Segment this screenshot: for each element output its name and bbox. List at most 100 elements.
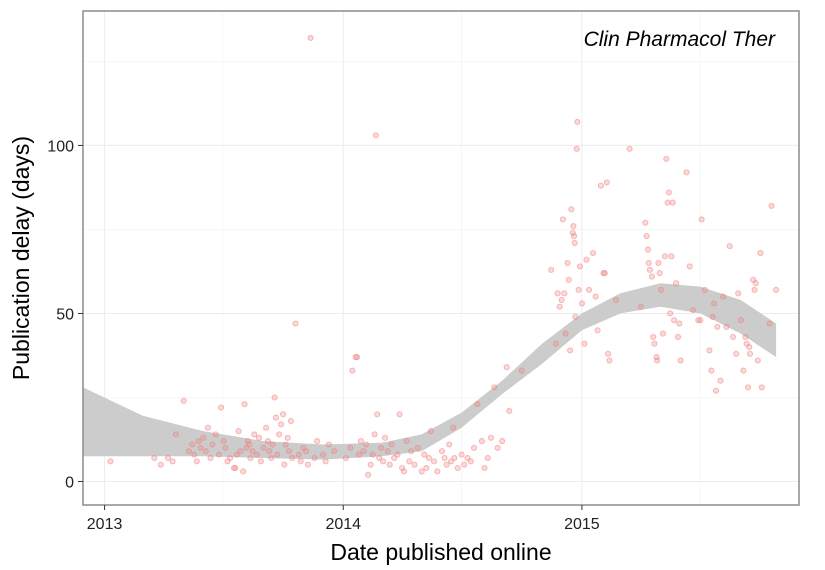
- data-point: [673, 280, 680, 287]
- data-point: [414, 444, 421, 451]
- data-point: [737, 317, 744, 324]
- data-point: [487, 434, 495, 441]
- data-point: [569, 229, 576, 236]
- data-point: [589, 249, 597, 257]
- data-point: [322, 458, 329, 465]
- data-point: [357, 438, 364, 445]
- data-point: [586, 286, 593, 293]
- data-point: [601, 270, 608, 277]
- data-point: [642, 219, 649, 226]
- data-point: [314, 438, 321, 445]
- data-point: [367, 461, 374, 468]
- data-point: [552, 340, 559, 347]
- data-point: [272, 414, 279, 421]
- data-point: [664, 199, 671, 206]
- data-point: [406, 458, 413, 465]
- data-point: [446, 441, 453, 448]
- data-point: [292, 320, 299, 327]
- data-point: [661, 253, 669, 260]
- data-point: [677, 357, 684, 364]
- data-point: [278, 421, 285, 428]
- data-point: [674, 333, 682, 341]
- data-point: [355, 451, 362, 458]
- data-point: [200, 434, 207, 441]
- data-point: [240, 468, 247, 475]
- x-tick-label: 2014: [325, 516, 361, 533]
- data-point: [282, 441, 289, 448]
- data-point: [237, 448, 244, 455]
- data-point: [195, 438, 202, 445]
- data-point: [644, 246, 652, 253]
- data-point: [572, 313, 579, 320]
- data-point: [574, 118, 581, 125]
- data-point: [773, 286, 780, 293]
- data-point: [654, 357, 661, 364]
- x-axis-ticks: 2013 2014 2015: [87, 505, 600, 533]
- data-point: [172, 431, 179, 438]
- data-point: [164, 454, 172, 462]
- data-point: [594, 327, 601, 334]
- data-point: [503, 364, 510, 371]
- y-axis-title: Publication delay (days): [8, 136, 34, 380]
- panel-title: Clin Pharmacol Ther: [584, 28, 776, 51]
- data-point: [758, 384, 765, 391]
- data-point: [567, 347, 574, 354]
- x-axis-title: Date published online: [330, 539, 551, 565]
- data-point: [295, 451, 302, 458]
- data-point: [319, 451, 327, 458]
- data-point: [382, 434, 389, 441]
- data-point: [394, 451, 401, 458]
- data-point: [369, 451, 376, 458]
- data-point: [561, 290, 568, 297]
- minor-gridlines: [83, 11, 799, 505]
- data-point: [281, 461, 288, 468]
- data-point: [766, 320, 773, 327]
- data-point: [637, 303, 644, 310]
- data-point: [735, 290, 742, 297]
- data-point: [353, 354, 361, 361]
- plot-panel: [83, 11, 799, 505]
- x-tick-label: 2013: [87, 516, 123, 533]
- data-point: [401, 468, 408, 475]
- data-point: [253, 451, 260, 458]
- data-point: [568, 206, 575, 213]
- data-point: [484, 454, 491, 462]
- data-point: [217, 404, 225, 411]
- data-point: [706, 347, 713, 354]
- data-point: [650, 333, 657, 341]
- data-point: [386, 461, 393, 468]
- data-point: [212, 431, 219, 438]
- data-point: [202, 448, 209, 455]
- data-point: [754, 357, 761, 364]
- data-point: [284, 434, 291, 441]
- data-point: [325, 441, 332, 448]
- data-point: [423, 464, 430, 472]
- data-point: [592, 293, 599, 300]
- data-point: [197, 444, 204, 451]
- data-point: [565, 276, 572, 283]
- data-point: [285, 448, 293, 455]
- data-point: [287, 417, 294, 425]
- data-point: [151, 454, 158, 462]
- data-point: [360, 448, 367, 455]
- data-point: [605, 350, 612, 357]
- data-point: [626, 145, 633, 152]
- data-point: [612, 296, 619, 304]
- data-point: [251, 431, 258, 438]
- data-point: [458, 451, 465, 458]
- data-point: [499, 438, 506, 445]
- data-point: [710, 300, 718, 307]
- data-point: [297, 458, 304, 465]
- data-point: [474, 401, 481, 408]
- data-point: [570, 223, 577, 230]
- data-point: [690, 307, 697, 314]
- data-point: [709, 313, 716, 320]
- data-point: [280, 411, 287, 418]
- data-point: [648, 273, 655, 280]
- data-point: [668, 253, 675, 260]
- data-point: [751, 286, 758, 293]
- data-point: [311, 454, 318, 462]
- y-tick-label: 100: [47, 138, 74, 155]
- data-point: [606, 357, 613, 364]
